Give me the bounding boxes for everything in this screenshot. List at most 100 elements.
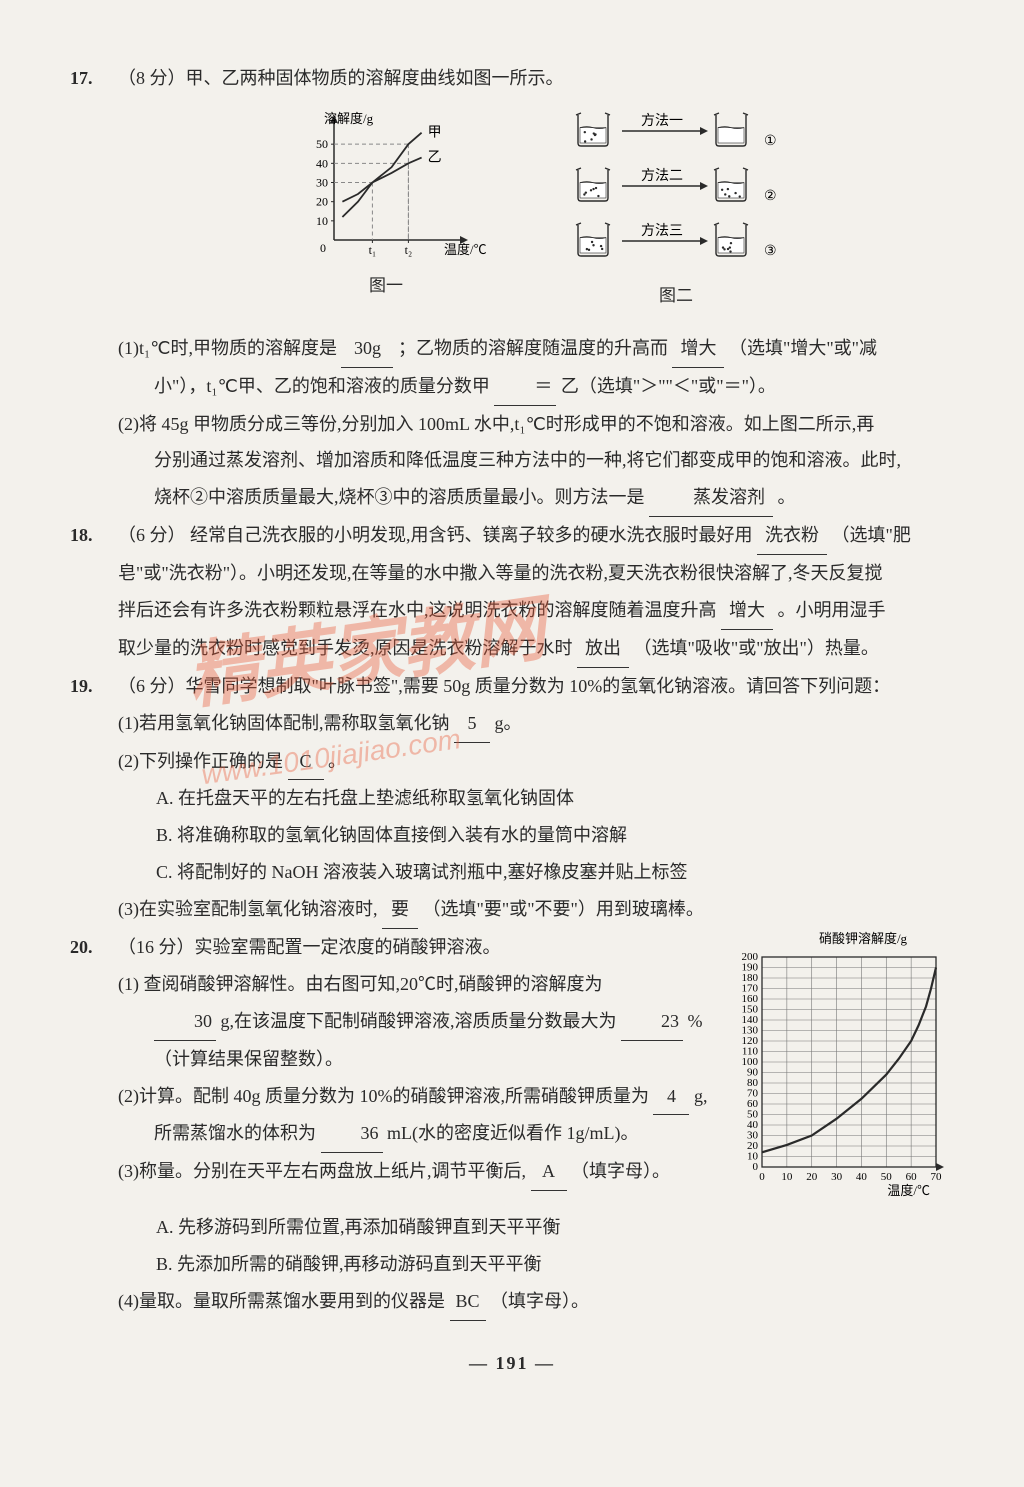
svg-text:50: 50	[881, 1171, 893, 1183]
q20-stem: 实验室需配置一定浓度的硝酸钾溶液。	[195, 937, 501, 957]
q18-1a: 经常自己洗衣服的小明发现,用含钙、镁离子较多的硬水洗衣服时最好用	[190, 525, 753, 545]
q19-3b: （选填"要"或"不要"）用到玻璃棒。	[423, 899, 704, 919]
svg-text:10: 10	[316, 214, 328, 228]
q17-number: 17.	[70, 60, 118, 97]
svg-text:160: 160	[742, 993, 759, 1005]
q17-points: （8 分）	[118, 68, 186, 88]
q17-1d: 小"），t₁℃甲、乙的饱和溶液的质量分数甲	[154, 376, 490, 396]
q19-2b: 。	[328, 751, 346, 771]
svg-text:甲: 甲	[428, 126, 442, 141]
q18-ans1: 洗衣粉	[757, 517, 827, 555]
svg-text:硝酸钾溶解度/g: 硝酸钾溶解度/g	[819, 931, 908, 946]
q19-ans3: 要	[382, 891, 418, 929]
q20-ans1b: 23	[621, 1003, 683, 1041]
q18-1e: 。小明用湿手	[778, 600, 886, 620]
svg-text:40: 40	[316, 156, 328, 170]
q20-2d: mL(水的密度近似看作 1g/mL)。	[387, 1123, 638, 1143]
q17-ans1b: 增大	[672, 330, 724, 368]
q20-ans2a: 4	[653, 1078, 689, 1116]
q18-1d: 拌后还会有许多洗衣粉颗粒悬浮在水中,这说明洗衣粉的溶解度随着温度升高	[118, 600, 717, 620]
svg-text:50: 50	[747, 1108, 759, 1120]
q20-2c: 所需蒸馏水的体积为	[154, 1123, 316, 1143]
svg-text:30: 30	[747, 1129, 759, 1141]
q17-1a: (1)t₁℃时,甲物质的溶解度是	[118, 338, 337, 358]
fig3-chart: 硝酸钾溶解度/g01020304050607080901001101201301…	[724, 929, 954, 1209]
svg-text:150: 150	[742, 1003, 759, 1015]
svg-text:70: 70	[747, 1087, 759, 1099]
svg-text:20: 20	[316, 195, 328, 209]
q19-stem: 华雪同学想制取"叶脉书签",需要 50g 质量分数为 10%的氢氧化钠溶液。请回…	[186, 676, 891, 696]
q19-optA: A. 在托盘天平的左右托盘上垫滤纸称取氢氧化钠固体	[118, 780, 954, 817]
svg-text:110: 110	[742, 1045, 759, 1057]
svg-text:20: 20	[806, 1171, 818, 1183]
q19-2a: (2)下列操作正确的是	[118, 751, 283, 771]
q17-figure-row: 溶解度/g温度/℃01020304050t₁t₂甲乙 图一 方法一①方法二②方法…	[118, 105, 954, 314]
svg-text:t₂: t₂	[405, 243, 413, 257]
svg-text:温度/℃: 温度/℃	[444, 242, 486, 257]
q19-1b: g。	[495, 713, 522, 733]
svg-text:溶解度/g: 溶解度/g	[324, 111, 374, 126]
svg-text:方法一: 方法一	[641, 113, 683, 129]
q20-ans2b: 36	[321, 1115, 383, 1153]
svg-text:50: 50	[316, 137, 328, 151]
q20-points: （16 分）	[118, 937, 195, 957]
q18-ans3: 放出	[577, 630, 629, 668]
svg-text:40: 40	[856, 1171, 868, 1183]
q17-2c: 烧杯②中溶质质量最大,烧杯③中的溶质质量最小。则方法一是	[154, 487, 645, 507]
svg-text:温度/℃: 温度/℃	[887, 1183, 930, 1198]
q20-ans1a: 30	[154, 1003, 216, 1041]
question-19: 19. （6 分）华雪同学想制取"叶脉书签",需要 50g 质量分数为 10%的…	[70, 668, 954, 929]
q20-number: 20.	[70, 929, 118, 966]
q17-ans1a: 30g	[341, 330, 393, 368]
q17-2d: 。	[778, 487, 796, 507]
svg-text:100: 100	[742, 1056, 759, 1068]
svg-text:120: 120	[742, 1035, 759, 1047]
svg-text:140: 140	[742, 1014, 759, 1026]
q20-4a: (4)量取。量取所需蒸馏水要用到的仪器是	[118, 1291, 445, 1311]
fig1-chart: 溶解度/g温度/℃01020304050t₁t₂甲乙	[286, 105, 486, 265]
svg-text:30: 30	[316, 175, 328, 189]
q20-1b: g,在该温度下配制硝酸钾溶液,溶质质量分数最大为	[221, 1011, 617, 1031]
q20-1c: %	[688, 1011, 703, 1031]
svg-text:200: 200	[742, 951, 759, 963]
q19-optC: C. 将配制好的 NaOH 溶液装入玻璃试剂瓶中,塞好橡皮塞并贴上标签	[118, 854, 954, 891]
q19-ans2: C	[288, 743, 324, 781]
svg-text:170: 170	[742, 982, 759, 994]
svg-text:方法三: 方法三	[641, 223, 683, 239]
q19-3a: (3)在实验室配制氢氧化钠溶液时,	[118, 899, 378, 919]
svg-text:0: 0	[320, 241, 326, 255]
svg-text:40: 40	[747, 1119, 759, 1131]
q17-2a: (2)将 45g 甲物质分成三等份,分别加入 100mL 水中,t₁℃时形成甲的…	[118, 414, 874, 434]
q20-optA: A. 先移游码到所需位置,再添加硝酸钾直到天平平衡	[118, 1209, 954, 1246]
q20-3a: (3)称量。分别在天平左右两盘放上纸片,调节平衡后,	[118, 1161, 526, 1181]
q18-1b: （选填"肥	[832, 525, 911, 545]
q18-ans2: 增大	[721, 592, 773, 630]
q17-2b: 分别通过蒸发溶剂、增加溶质和降低温度三种方法中的一种,将它们都变成甲的饱和溶液。…	[154, 450, 901, 470]
q20-1d: （计算结果保留整数）。	[154, 1049, 343, 1069]
q18-1g: （选填"吸收"或"放出"）热量。	[634, 638, 879, 658]
question-17: 17. （8 分）甲、乙两种固体物质的溶解度曲线如图一所示。 溶解度/g温度/℃…	[70, 60, 954, 517]
q19-number: 19.	[70, 668, 118, 705]
question-18: 18. （6 分） 经常自己洗衣服的小明发现,用含钙、镁离子较多的硬水洗衣服时最…	[70, 517, 954, 668]
q20-ans4: BC	[450, 1283, 486, 1321]
svg-text:方法二: 方法二	[641, 168, 683, 184]
q20-3b: （填字母）。	[571, 1161, 670, 1181]
svg-text:0: 0	[753, 1161, 759, 1173]
question-20: 20. （16 分）实验室需配置一定浓度的硝酸钾溶液。 (1) 查阅硝酸钾溶解性…	[70, 929, 954, 1321]
q18-points: （6 分）	[118, 525, 186, 545]
q17-1e: 乙（选填"＞""＜"或"＝"）。	[561, 376, 776, 396]
q20-optB: B. 先添加所需的硝酸钾,再移动游码直到天平平衡	[118, 1246, 954, 1283]
q18-number: 18.	[70, 517, 118, 554]
svg-text:90: 90	[747, 1066, 759, 1078]
q19-points: （6 分）	[118, 676, 186, 696]
svg-text:10: 10	[747, 1150, 759, 1162]
svg-text:130: 130	[742, 1024, 759, 1036]
svg-text:190: 190	[742, 961, 759, 973]
page-number: — 191 —	[70, 1345, 954, 1382]
q20-ans3: A	[531, 1153, 567, 1191]
q19-1a: (1)若用氢氧化钠固体配制,需称取氢氧化钠	[118, 713, 450, 733]
q20-2a: (2)计算。配制 40g 质量分数为 10%的硝酸钾溶液,所需硝酸钾质量为	[118, 1086, 649, 1106]
svg-text:②: ②	[764, 189, 777, 204]
svg-text:③: ③	[764, 244, 777, 259]
q17-1b: ；乙物质的溶解度随温度的升高而	[398, 338, 668, 358]
